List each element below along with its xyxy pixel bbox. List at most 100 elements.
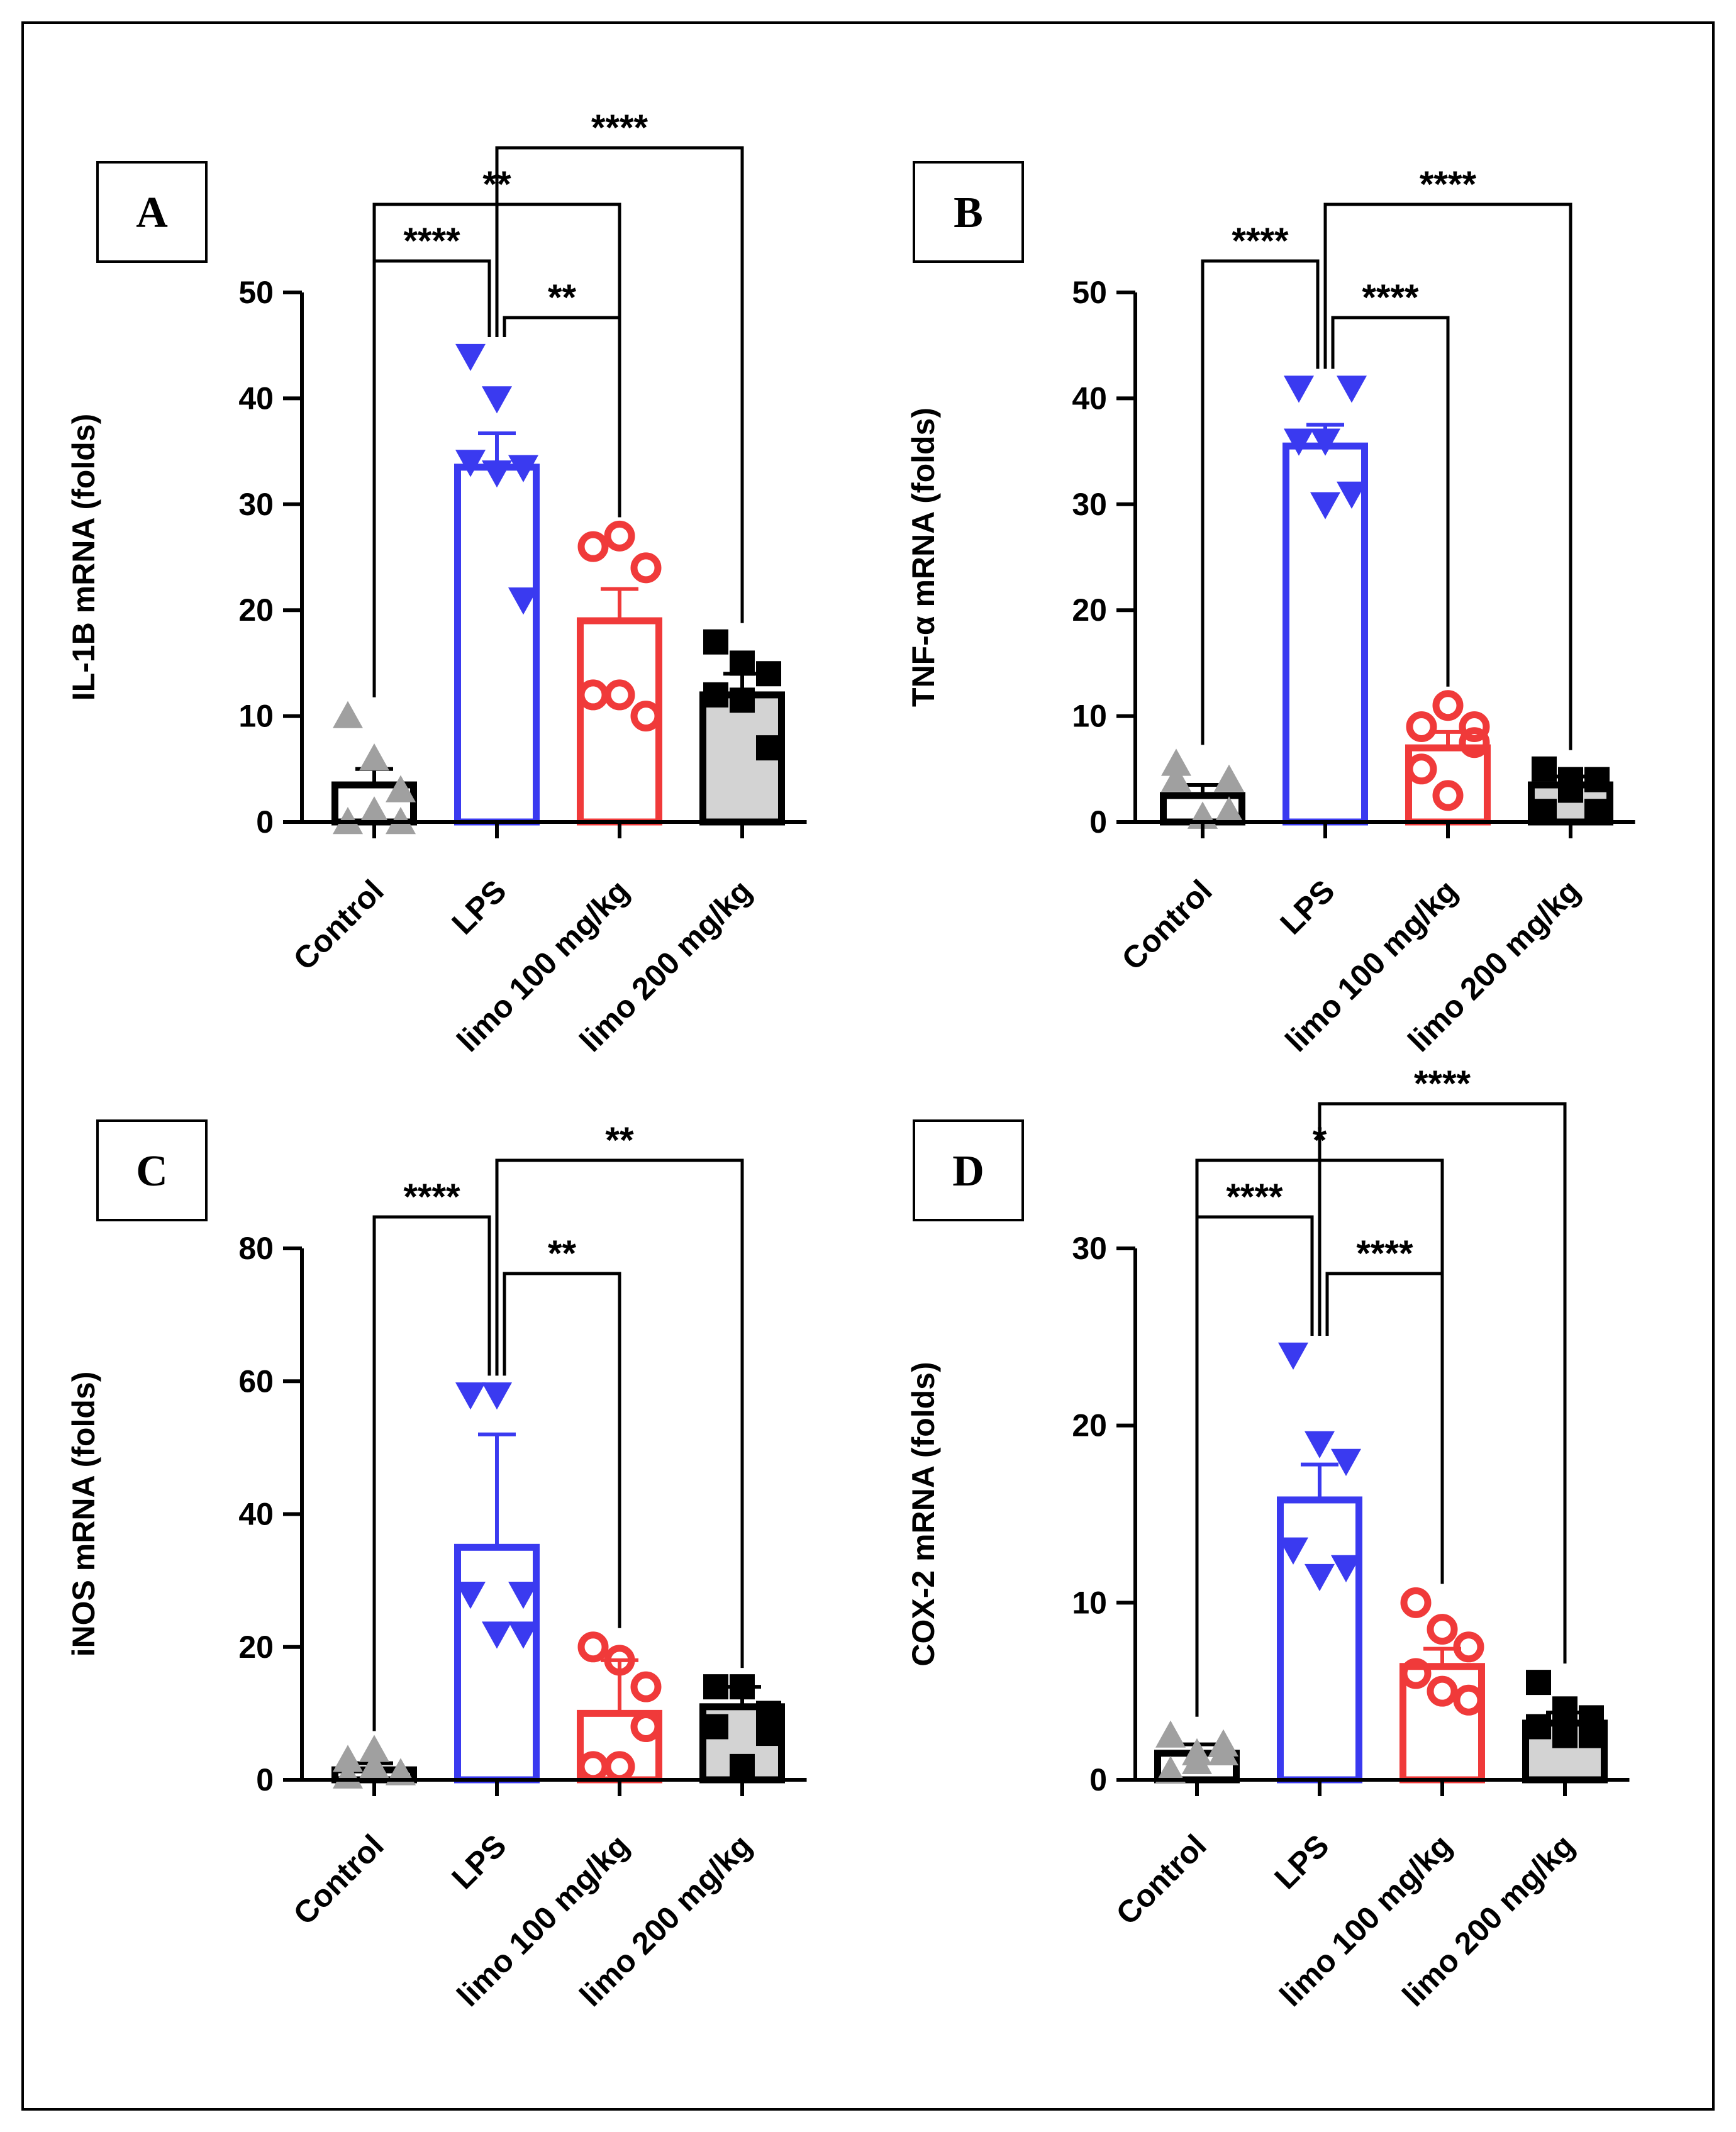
y-tick-label: 20 xyxy=(238,592,274,628)
significance-bracket xyxy=(372,1215,491,1731)
y-axis-label: COX-2 mRNA (folds) xyxy=(906,1362,941,1666)
x-tick-label: LPS xyxy=(1267,1828,1335,1896)
data-point xyxy=(630,552,662,584)
significance-label: **** xyxy=(1226,1177,1283,1218)
data-point xyxy=(1400,1587,1432,1618)
significance-bracket xyxy=(372,259,491,697)
data-point xyxy=(1406,711,1437,742)
panel-label: A xyxy=(136,189,168,237)
data-point xyxy=(1214,764,1244,792)
panel-label-box xyxy=(913,1119,1024,1221)
y-axis-label: TNF-α mRNA (folds) xyxy=(906,408,941,707)
data-point xyxy=(1278,1537,1308,1565)
data-point xyxy=(1584,767,1610,792)
data-point xyxy=(1558,777,1583,803)
significance-bracket xyxy=(503,1272,621,1628)
data-point xyxy=(1310,492,1340,519)
x-tick-label: Control xyxy=(287,1828,391,1931)
x-tick-label: LPS xyxy=(445,1828,513,1896)
y-axis-label: iNOS mRNA (folds) xyxy=(66,1372,101,1657)
data-point xyxy=(730,1753,755,1779)
significance-label: **** xyxy=(591,108,648,148)
data-point xyxy=(359,796,389,824)
data-point xyxy=(604,1645,635,1676)
significance-bracket xyxy=(503,316,621,518)
significance-label: ** xyxy=(548,1233,577,1274)
panel-label: D xyxy=(952,1147,984,1196)
y-tick-label: 40 xyxy=(1072,380,1107,416)
data-point xyxy=(703,1714,728,1740)
data-point xyxy=(1155,1720,1186,1748)
data-point xyxy=(1532,756,1557,782)
significance-bracket xyxy=(1325,1272,1444,1584)
data-point xyxy=(1459,711,1490,742)
data-point xyxy=(455,450,486,477)
significance-label: ** xyxy=(548,277,577,318)
x-tick-label: Control xyxy=(287,873,391,977)
y-tick-label: 60 xyxy=(238,1363,274,1399)
data-point xyxy=(508,1582,538,1609)
data-point xyxy=(482,1621,512,1649)
data-point xyxy=(1427,1614,1458,1645)
x-tick-label: Control xyxy=(1110,1828,1213,1931)
data-point xyxy=(630,1671,662,1702)
data-point xyxy=(1579,1723,1604,1748)
data-point xyxy=(508,587,538,615)
significance-bracket xyxy=(1331,316,1450,687)
data-point xyxy=(1284,375,1314,403)
y-tick-label: 10 xyxy=(238,699,274,734)
significance-label: ** xyxy=(482,164,511,205)
bar-2 xyxy=(454,464,540,826)
data-point xyxy=(1182,1746,1212,1775)
significance-label: **** xyxy=(403,1177,460,1218)
data-point xyxy=(756,735,781,761)
data-point xyxy=(703,1674,728,1700)
data-point xyxy=(1459,727,1490,758)
data-point xyxy=(1278,1342,1308,1370)
data-point xyxy=(1584,799,1610,824)
significance-bracket xyxy=(1201,259,1320,745)
significance-label: **** xyxy=(1362,277,1419,318)
chart-panel-a: A 0 10 20 30 40 50 IL-1B mRNA (folds) Control LPS… xyxy=(66,108,807,1058)
y-tick-label: 30 xyxy=(238,487,274,522)
data-point xyxy=(604,679,635,711)
y-tick-label: 30 xyxy=(1072,487,1107,522)
data-point xyxy=(1526,1714,1551,1740)
significance-label: ** xyxy=(605,1120,634,1161)
panel-label-box xyxy=(96,1119,208,1221)
data-point xyxy=(333,1761,363,1789)
data-point xyxy=(1331,1555,1361,1582)
data-point xyxy=(703,682,728,708)
data-point xyxy=(1284,428,1314,456)
data-point xyxy=(1406,753,1437,785)
data-point xyxy=(1305,1431,1335,1458)
chart-panel-b: B 0 10 20 30 40 50 TNF-α mRNA (folds) Control LPS… xyxy=(906,161,1635,1058)
panel-label-box xyxy=(96,161,208,263)
data-point xyxy=(1214,796,1244,824)
data-point xyxy=(482,386,512,414)
significance-label: **** xyxy=(1232,221,1289,262)
significance-bracket xyxy=(495,146,744,623)
data-point xyxy=(1552,1723,1577,1748)
y-tick-label: 20 xyxy=(1072,592,1107,628)
data-point xyxy=(1310,428,1340,456)
data-point xyxy=(630,701,662,732)
data-point xyxy=(730,687,755,713)
significance-label: **** xyxy=(1356,1233,1413,1274)
y-tick-label: 50 xyxy=(238,275,274,310)
y-tick-label: 40 xyxy=(238,1497,274,1532)
data-point xyxy=(756,661,781,687)
data-point xyxy=(1453,1684,1484,1716)
y-tick-label: 0 xyxy=(256,804,274,840)
data-point xyxy=(1453,1631,1484,1663)
data-point xyxy=(1161,748,1191,776)
y-tick-label: 10 xyxy=(1072,1585,1107,1620)
y-tick-label: 40 xyxy=(238,380,274,416)
y-tick-label: 10 xyxy=(1072,699,1107,734)
data-point xyxy=(630,1711,662,1742)
data-point xyxy=(1208,1738,1238,1765)
x-tick-label: LPS xyxy=(1273,873,1341,941)
data-point xyxy=(1432,690,1464,721)
data-point xyxy=(730,1674,755,1700)
data-point xyxy=(482,1382,512,1410)
